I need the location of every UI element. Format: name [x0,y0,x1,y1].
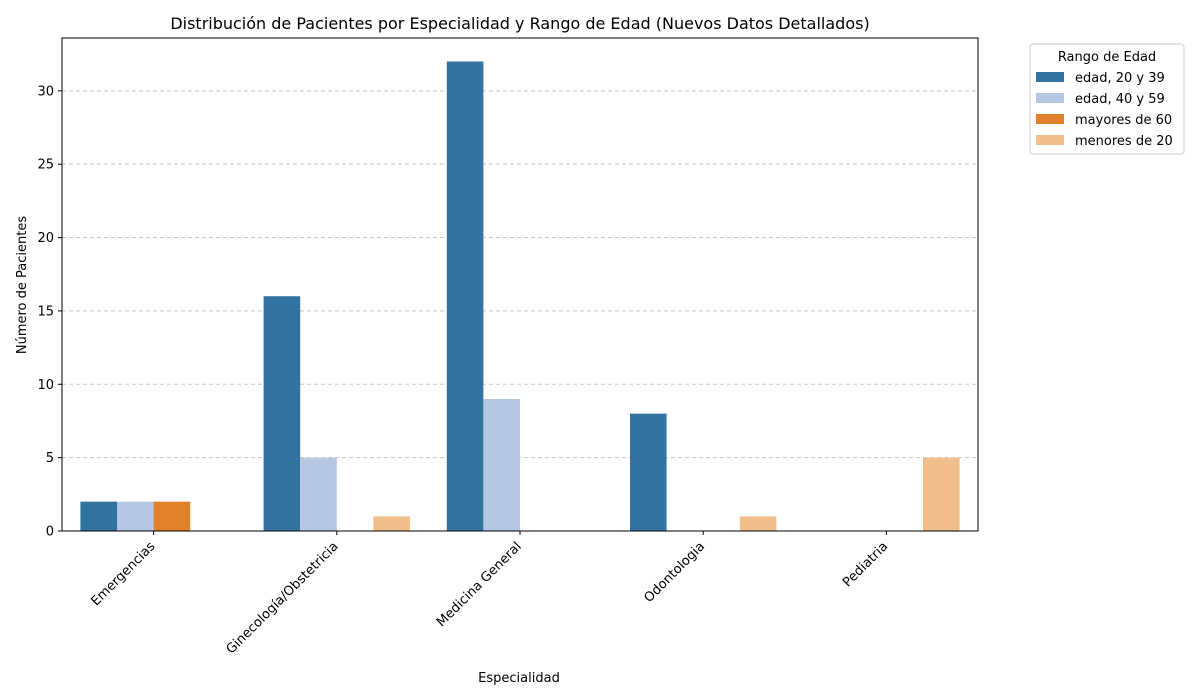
legend-swatch [1036,135,1064,145]
chart-title: Distribución de Pacientes por Especialid… [170,14,869,33]
bar [300,457,337,531]
legend-title: Rango de Edad [1058,50,1156,65]
bar [630,413,667,531]
bars [80,61,960,531]
legend-label: mayores de 60 [1075,113,1172,128]
bar [923,457,960,531]
bar [446,61,484,531]
bar [153,501,191,531]
x-axis-ticks: Emergencias Ginecología/Obstetricia Medici… [88,531,891,657]
legend-swatch [1036,114,1064,124]
x-tick-label: Emergencias [88,539,158,609]
legend-label: edad, 40 y 59 [1075,92,1165,107]
legend-items: edad, 20 y 39 edad, 40 y 59 mayores de 60 m… [1036,71,1173,149]
bar [373,516,410,531]
bar [117,501,154,531]
bar [80,501,117,531]
y-tick-label: 10 [37,378,54,393]
y-tick-label: 20 [37,231,54,246]
legend-swatch [1036,72,1064,82]
legend: Rango de Edad edad, 20 y 39 edad, 40 y 59… [1029,43,1185,155]
bar [263,296,301,531]
bar [483,398,520,531]
x-tick-label: Medicina General [434,539,525,630]
legend-swatch [1036,93,1064,103]
legend-frame [1029,43,1185,155]
bar [739,516,777,531]
y-tick-label: 30 [37,84,54,99]
x-tick-label: Odontologia [641,539,708,606]
y-tick-label: 25 [37,158,54,173]
y-axis-ticks: 0 5 10 15 20 25 30 [37,84,62,540]
y-tick-label: 0 [46,525,54,540]
x-tick-label: Ginecología/Obstetricia [224,539,342,657]
x-tick-label: Pediatria [840,539,891,590]
gridlines [62,90,978,459]
y-axis-label: Número de Pacientes [15,216,30,354]
x-axis-label: Especialidad [478,671,560,686]
y-tick-label: 5 [46,451,54,466]
y-tick-label: 15 [37,304,54,319]
legend-label: edad, 20 y 39 [1075,71,1165,86]
legend-label: menores de 20 [1075,134,1173,149]
